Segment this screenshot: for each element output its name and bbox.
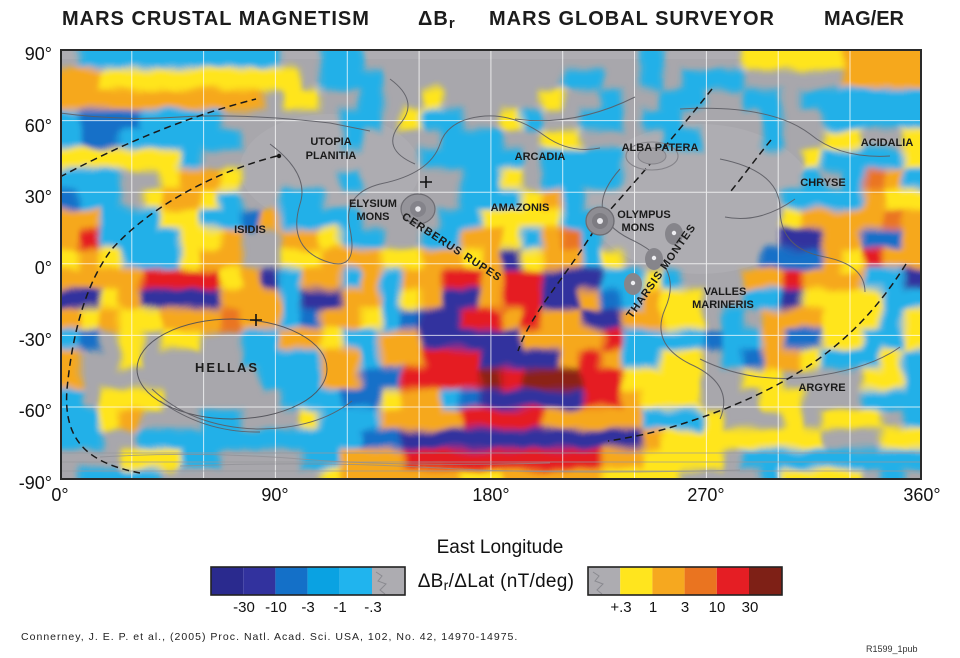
svg-text:VALLES: VALLES [704, 286, 747, 298]
svg-text:PLANITIA: PLANITIA [306, 150, 357, 162]
svg-text:UTOPIA: UTOPIA [310, 136, 351, 148]
svg-text:OLYMPUS: OLYMPUS [617, 209, 670, 221]
svg-text:MONS: MONS [622, 222, 655, 234]
svg-text:ACIDALIA: ACIDALIA [861, 137, 914, 149]
svg-text:MONS: MONS [357, 211, 390, 223]
svg-text:MARINERIS: MARINERIS [692, 299, 754, 311]
svg-text:ALBA PATERA: ALBA PATERA [622, 142, 699, 154]
svg-text:ISIDIS: ISIDIS [234, 224, 266, 236]
svg-text:ARGYRE: ARGYRE [798, 382, 845, 394]
svg-text:ARCADIA: ARCADIA [515, 151, 566, 163]
svg-text:AMAZONIS: AMAZONIS [491, 202, 550, 214]
svg-text:CHRYSE: CHRYSE [800, 177, 845, 189]
svg-text:HELLAS: HELLAS [195, 360, 259, 375]
svg-text:ELYSIUM: ELYSIUM [349, 198, 397, 210]
